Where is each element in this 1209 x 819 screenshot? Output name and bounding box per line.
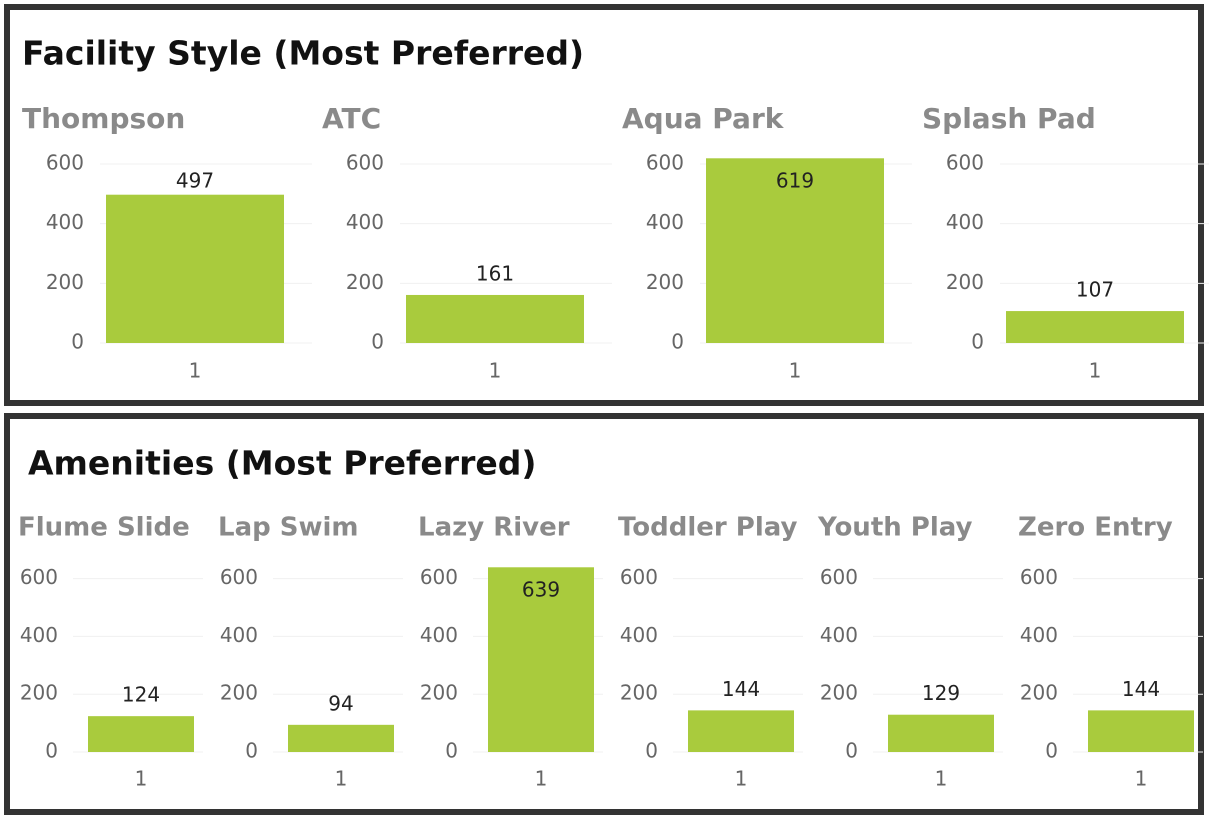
y-tick-label: 600 — [20, 565, 58, 589]
y-tick-label: 200 — [420, 681, 458, 705]
y-tick-label: 0 — [245, 739, 258, 763]
x-tick-label: 1 — [935, 767, 948, 791]
y-tick-label: 600 — [646, 150, 684, 174]
y-tick-label: 0 — [845, 739, 858, 763]
y-tick-label: 200 — [646, 270, 684, 294]
facet-title: ATC — [322, 102, 381, 135]
y-tick-label: 400 — [420, 623, 458, 647]
y-tick-label: 200 — [1020, 681, 1058, 705]
y-tick-label: 400 — [20, 623, 58, 647]
y-tick-label: 200 — [946, 270, 984, 294]
y-tick-label: 600 — [820, 565, 858, 589]
y-tick-label: 600 — [46, 150, 84, 174]
y-tick-label: 0 — [45, 739, 58, 763]
y-tick-label: 600 — [346, 150, 384, 174]
x-tick-label: 1 — [535, 767, 548, 791]
y-tick-label: 200 — [220, 681, 258, 705]
facet-title: Thompson — [22, 102, 185, 135]
panel-frame — [4, 413, 1204, 815]
y-tick-label: 400 — [820, 623, 858, 647]
value-label: 129 — [922, 681, 960, 705]
y-tick-label: 0 — [445, 739, 458, 763]
value-label: 144 — [1122, 677, 1160, 701]
y-tick-label: 600 — [1020, 565, 1058, 589]
y-tick-label: 200 — [20, 681, 58, 705]
y-tick-label: 0 — [671, 330, 684, 354]
facet-title: Lazy River — [418, 513, 570, 543]
x-tick-label: 1 — [789, 359, 802, 383]
y-tick-label: 200 — [46, 270, 84, 294]
panel-title: Facility Style (Most Preferred) — [22, 34, 584, 73]
y-tick-label: 400 — [1020, 623, 1058, 647]
y-tick-label: 0 — [71, 330, 84, 354]
x-tick-label: 1 — [189, 359, 202, 383]
bar — [1088, 710, 1194, 752]
x-tick-label: 1 — [135, 767, 148, 791]
value-label: 161 — [476, 261, 514, 285]
y-tick-label: 0 — [971, 330, 984, 354]
y-tick-label: 600 — [420, 565, 458, 589]
bar — [1006, 311, 1184, 343]
y-tick-label: 400 — [646, 210, 684, 234]
x-tick-label: 1 — [735, 767, 748, 791]
y-tick-label: 600 — [946, 150, 984, 174]
y-tick-label: 400 — [620, 623, 658, 647]
facet-title: Youth Play — [817, 513, 973, 543]
value-label: 107 — [1076, 278, 1114, 302]
bar — [288, 724, 394, 752]
facet-title: Aqua Park — [622, 102, 785, 135]
bar — [106, 194, 284, 343]
facet-title: Splash Pad — [922, 102, 1096, 135]
value-label: 639 — [522, 578, 560, 602]
panel-title: Amenities (Most Preferred) — [28, 444, 536, 483]
value-label: 497 — [176, 169, 214, 193]
x-tick-label: 1 — [1089, 359, 1102, 383]
y-tick-label: 0 — [371, 330, 384, 354]
y-tick-label: 200 — [620, 681, 658, 705]
bar — [488, 567, 594, 752]
y-tick-label: 200 — [820, 681, 858, 705]
bar — [888, 714, 994, 752]
value-label: 94 — [328, 691, 353, 715]
y-tick-label: 600 — [620, 565, 658, 589]
facet-title: Toddler Play — [618, 513, 798, 543]
y-tick-label: 400 — [346, 210, 384, 234]
y-tick-label: 200 — [346, 270, 384, 294]
value-label: 144 — [722, 677, 760, 701]
x-tick-label: 1 — [489, 359, 502, 383]
y-tick-label: 0 — [645, 739, 658, 763]
y-tick-label: 0 — [1045, 739, 1058, 763]
bar — [88, 716, 194, 752]
facet-title: Lap Swim — [218, 513, 359, 543]
x-tick-label: 1 — [1135, 767, 1148, 791]
y-tick-label: 400 — [46, 210, 84, 234]
x-tick-label: 1 — [335, 767, 348, 791]
bar — [688, 710, 794, 752]
value-label: 619 — [776, 169, 814, 193]
facet-title: Zero Entry — [1018, 513, 1173, 543]
y-tick-label: 400 — [220, 623, 258, 647]
value-label: 124 — [122, 683, 160, 707]
bar — [706, 158, 884, 343]
y-tick-label: 600 — [220, 565, 258, 589]
bar — [406, 294, 584, 343]
facet-title: Flume Slide — [18, 513, 190, 543]
y-tick-label: 400 — [946, 210, 984, 234]
